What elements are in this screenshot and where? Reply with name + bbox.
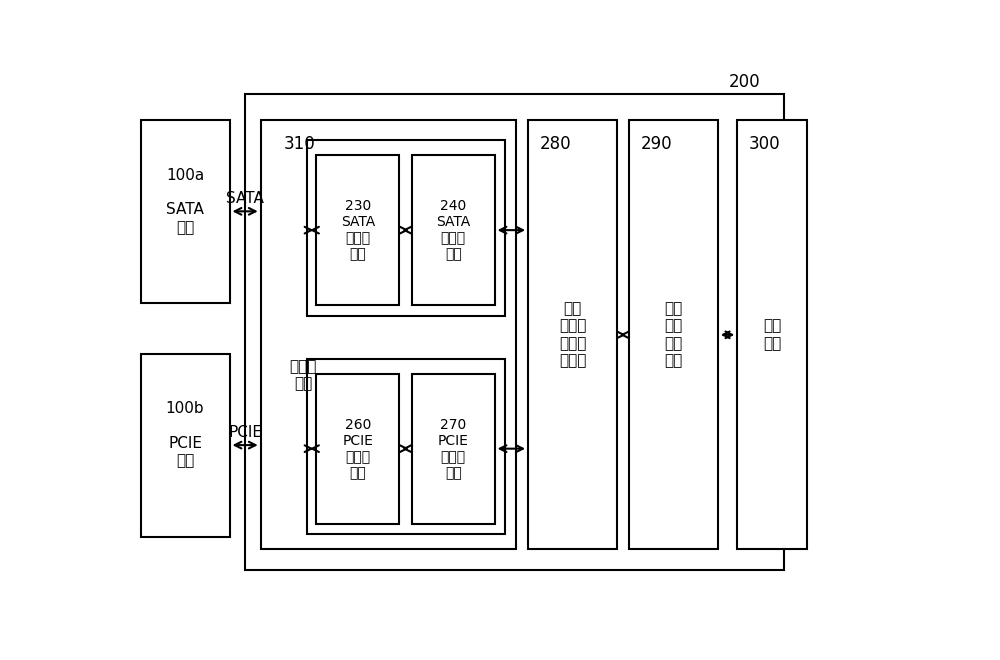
Bar <box>412 374 495 524</box>
Text: 200: 200 <box>729 73 761 90</box>
Text: 物理层
模块: 物理层 模块 <box>290 359 317 391</box>
Text: 100a

SATA
主机: 100a SATA 主机 <box>166 168 204 235</box>
Text: 300: 300 <box>749 135 780 153</box>
Bar <box>316 374 399 524</box>
Bar <box>737 120 807 549</box>
Text: 240
SATA
传输层
模块: 240 SATA 传输层 模块 <box>436 199 470 261</box>
Bar <box>629 120 718 549</box>
Bar <box>140 354 230 537</box>
Bar <box>245 94 784 570</box>
Bar <box>412 156 495 306</box>
Bar <box>140 120 230 303</box>
Text: 280: 280 <box>540 135 571 153</box>
Text: 100b

PCIE
主机: 100b PCIE 主机 <box>166 401 204 469</box>
Text: 协议
应用层
解析控
制模块: 协议 应用层 解析控 制模块 <box>559 301 586 368</box>
Text: 230
SATA
链路层
模块: 230 SATA 链路层 模块 <box>341 199 375 261</box>
Text: 存储
单元: 存储 单元 <box>763 318 781 350</box>
Bar <box>528 120 617 549</box>
Text: 260
PCIE
链路层
模块: 260 PCIE 链路层 模块 <box>342 418 373 480</box>
Text: PCIE: PCIE <box>228 425 262 440</box>
Bar <box>261 120 516 549</box>
Text: 290: 290 <box>640 135 672 153</box>
Text: 310: 310 <box>284 135 316 153</box>
Bar <box>307 140 505 315</box>
Text: 存储
单元
控制
模块: 存储 单元 控制 模块 <box>664 301 682 368</box>
Text: SATA: SATA <box>226 191 264 206</box>
Bar <box>316 156 399 306</box>
Text: 270
PCIE
事物层
模块: 270 PCIE 事物层 模块 <box>438 418 469 480</box>
Bar <box>307 359 505 534</box>
